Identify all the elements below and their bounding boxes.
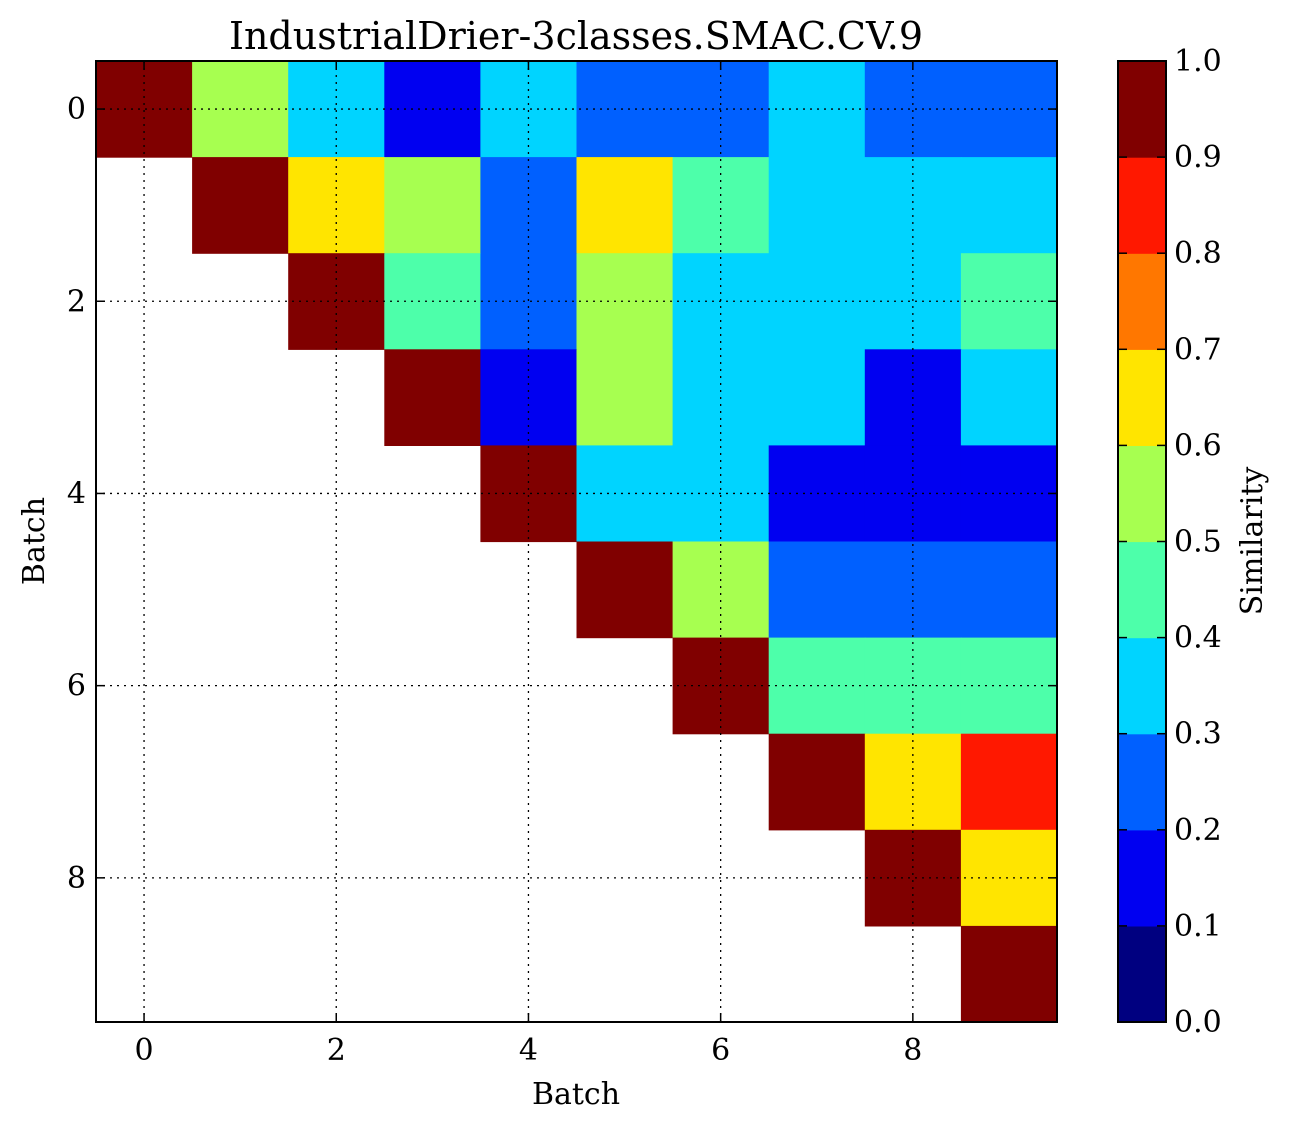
plot-frame bbox=[95, 60, 1058, 1023]
heatmap-cell bbox=[960, 541, 1058, 639]
colorbar-tick-label: 0.0 bbox=[1174, 1005, 1222, 1040]
heatmap-cell bbox=[768, 157, 866, 254]
colorbar-segment bbox=[1118, 445, 1166, 543]
heatmap-cell bbox=[864, 829, 962, 927]
heatmap-cell bbox=[864, 541, 962, 639]
colorbar-tick-label: 0.9 bbox=[1174, 140, 1222, 175]
x-axis-label: Batch bbox=[532, 1077, 620, 1112]
heatmap-cell bbox=[288, 157, 385, 254]
chart-title: IndustrialDrier-3classes.SMAC.CV.9 bbox=[229, 14, 923, 58]
colorbar-segment bbox=[1118, 925, 1166, 1023]
colorbar-tick-label: 0.1 bbox=[1174, 909, 1222, 944]
colorbar-segment bbox=[1118, 349, 1166, 446]
colorbar-tick-label: 0.6 bbox=[1174, 428, 1222, 463]
heatmap-cell bbox=[192, 157, 289, 254]
heatmap-cell bbox=[960, 733, 1058, 831]
plot-axes: 0 2 4 6 8 0 2 4 6 8 bbox=[67, 60, 1058, 1068]
heatmap-cell bbox=[768, 541, 866, 639]
x-tick-label: 6 bbox=[711, 1033, 730, 1068]
heatmap-cell bbox=[576, 61, 674, 158]
heatmap-cell bbox=[480, 157, 578, 254]
colorbar-tick-label: 0.2 bbox=[1174, 813, 1222, 848]
y-tick-label: 6 bbox=[67, 669, 86, 704]
colorbar-tick-label: 0.3 bbox=[1174, 717, 1222, 752]
heatmap-cell bbox=[576, 541, 674, 639]
heatmap-cell bbox=[768, 733, 866, 831]
colorbar-tick-label: 0.7 bbox=[1174, 332, 1222, 367]
heatmap-cell bbox=[960, 829, 1058, 927]
colorbar-tick-label: 0.5 bbox=[1174, 525, 1222, 560]
y-tick-label: 2 bbox=[67, 284, 86, 319]
heatmap-cell bbox=[576, 349, 674, 446]
heatmap-cell bbox=[672, 157, 770, 254]
heatmap-cell bbox=[960, 157, 1058, 254]
heatmap-cell bbox=[960, 445, 1058, 543]
x-tick-label: 2 bbox=[327, 1033, 346, 1068]
heatmap-cell bbox=[672, 541, 770, 639]
heatmap-cell bbox=[384, 157, 481, 254]
heatmap-cell bbox=[960, 253, 1058, 350]
heatmap-cell bbox=[960, 61, 1058, 158]
colorbar-segment bbox=[1118, 829, 1166, 927]
heatmap-cell bbox=[192, 61, 289, 158]
heatmap-cell bbox=[384, 349, 481, 446]
heatmap-cell bbox=[768, 349, 866, 446]
heatmap-cell bbox=[288, 253, 385, 350]
heatmap-cell bbox=[576, 445, 674, 543]
colorbar-segment bbox=[1118, 253, 1166, 350]
heatmap-cell bbox=[864, 445, 962, 543]
colorbar: 0.0 0.1 0.2 0.3 0.4 0.5 0.6 0.7 0.8 0.9 1.0 bbox=[1117, 44, 1222, 1040]
y-tick-label: 4 bbox=[67, 476, 86, 511]
heatmap-cell bbox=[480, 445, 578, 543]
colorbar-tick-label: 0.8 bbox=[1174, 236, 1222, 271]
heatmap-cell bbox=[960, 637, 1058, 735]
colorbar-segment bbox=[1118, 61, 1166, 158]
heatmap-cell bbox=[576, 157, 674, 254]
colorbar-tick-label: 0.4 bbox=[1174, 621, 1222, 656]
heatmap-cell bbox=[288, 61, 385, 158]
y-tick-label: 8 bbox=[67, 861, 86, 896]
heatmap-cell bbox=[864, 157, 962, 254]
heatmap-cell bbox=[96, 61, 193, 158]
x-tick-label: 4 bbox=[519, 1033, 538, 1068]
heatmap-cell bbox=[960, 349, 1058, 446]
heatmap-cells bbox=[96, 61, 1058, 1023]
x-tick-label: 8 bbox=[903, 1033, 922, 1068]
colorbar-segment bbox=[1118, 637, 1166, 735]
heatmap-cell bbox=[576, 253, 674, 350]
colorbar-tick-label: 1.0 bbox=[1174, 44, 1222, 79]
colorbar-label: Similarity bbox=[1235, 467, 1270, 616]
x-tick-label: 0 bbox=[135, 1033, 154, 1068]
colorbar-segment bbox=[1118, 541, 1166, 639]
heatmap-cell bbox=[960, 925, 1058, 1023]
colorbar-segment bbox=[1118, 157, 1166, 254]
y-tick-label: 0 bbox=[67, 92, 86, 127]
colorbar-segment bbox=[1118, 733, 1166, 831]
y-axis-label: Batch bbox=[17, 497, 52, 585]
